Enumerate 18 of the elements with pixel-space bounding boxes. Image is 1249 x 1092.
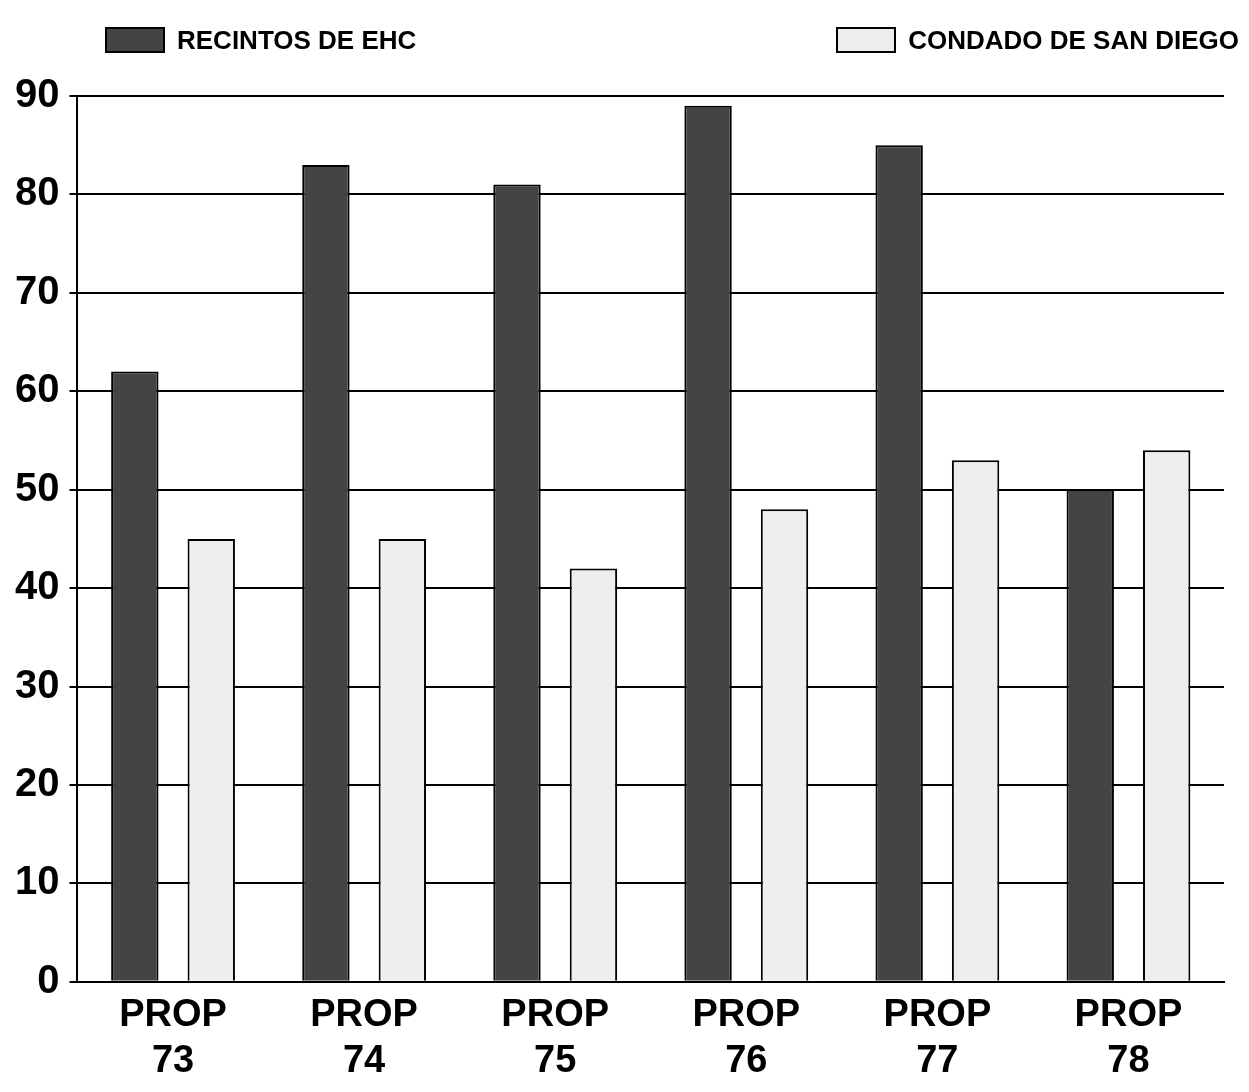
y-tick-label: 80	[14, 169, 60, 214]
x-tick-label: PROP 77	[883, 992, 992, 1080]
legend-label: RECINTOS DE EHC	[177, 24, 417, 56]
y-tick-label: 0	[37, 956, 60, 1001]
x-tick-label: PROP 75	[501, 992, 610, 1080]
y-tick-label: 40	[14, 563, 60, 608]
y-tick-label: 90	[14, 71, 60, 116]
y-tick-label: 60	[14, 366, 60, 411]
y-tick-label: 30	[14, 661, 60, 706]
x-tick-label: PROP 74	[310, 992, 418, 1080]
x-tick-label: PROP 76	[692, 992, 801, 1080]
y-tick-label: 20	[14, 759, 60, 804]
x-tick-label: PROP 73	[119, 992, 227, 1080]
y-tick-label: 10	[14, 858, 60, 903]
x-tick-label: PROP 78	[1074, 992, 1183, 1080]
y-tick-label: 50	[14, 464, 60, 509]
legend-label: CONDADO DE SAN DIEGO	[908, 24, 1239, 56]
y-tick-label: 70	[14, 267, 60, 312]
